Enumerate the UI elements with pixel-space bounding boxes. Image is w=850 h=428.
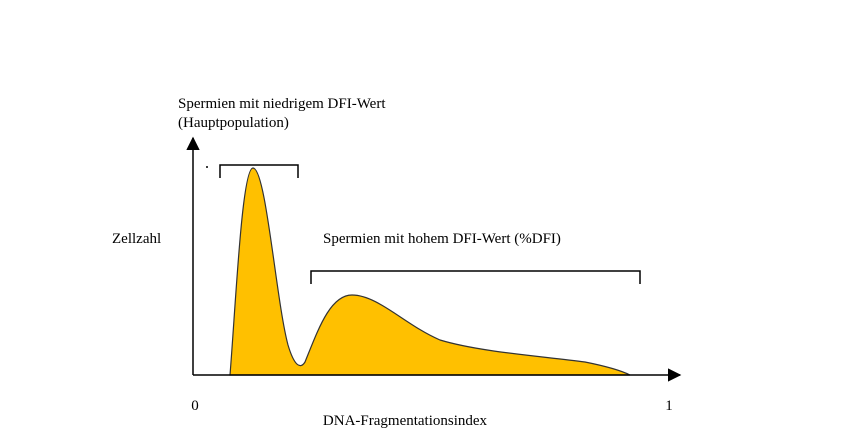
annotation-high: Spermien mit hohem DFI-Wert (%DFI) [323,231,561,247]
annotation-low-line2: (Hauptpopulation) [178,115,289,131]
x-tick-label: 1 [665,398,673,414]
dot [206,166,208,168]
bracket-low-dfi [219,164,299,178]
y-axis-label: Zellzahl [112,231,161,247]
annotation-low-line1: Spermien mit niedrigem DFI-Wert [178,96,386,112]
bracket-high-dfi [310,270,641,284]
distribution-curve [229,167,631,376]
x-axis-label: DNA-Fragmentationsindex [323,413,488,428]
x-tick-label: 0 [191,398,199,414]
